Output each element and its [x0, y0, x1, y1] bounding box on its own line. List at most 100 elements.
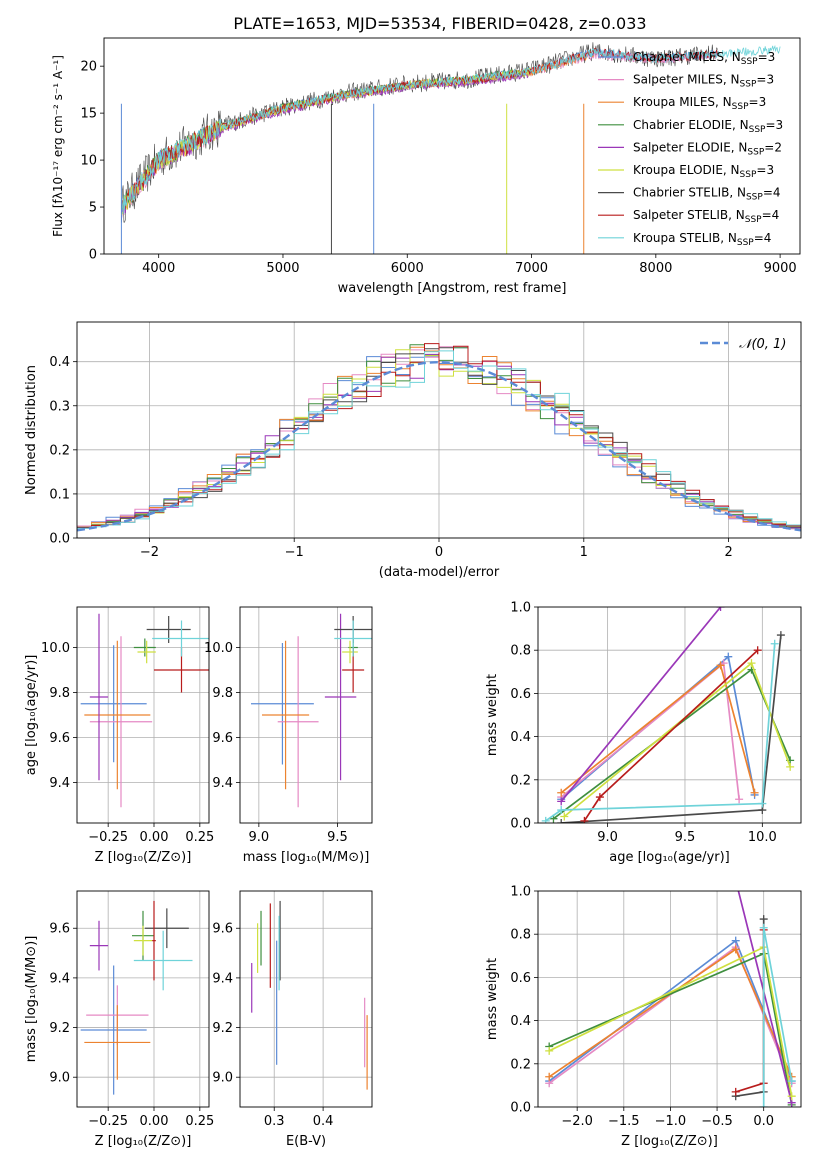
panel-1: 4000 5000 6000 7000 8000 9000 0 5 10 15 20 waveleng… [51, 37, 801, 296]
y-tick-label: 0.4 [510, 730, 531, 745]
y-tick-label: 10.0 [41, 641, 70, 656]
y-tick-label: 0.0 [49, 532, 70, 547]
x-tick-label: 10.0 [748, 830, 777, 845]
y-tick-label: 9.6 [212, 731, 233, 746]
y-axis-label: mass [log₁₀(M/M⊙)] [24, 936, 39, 1063]
legend-tail: =3 [758, 50, 776, 64]
y-tick-label: 0.2 [510, 773, 531, 788]
weight-line [560, 661, 740, 800]
y-tick-label: 9.4 [49, 776, 70, 791]
y-tick-label: 0.1 [49, 487, 70, 502]
weight-marker [557, 797, 566, 806]
axes-frame [537, 890, 802, 1108]
x-tick-label: 1 [580, 545, 588, 560]
axes-frame [76, 321, 802, 539]
legend: 𝒩(0, 1) [700, 337, 786, 352]
y-tick-label: 15 [80, 107, 97, 122]
y-tick-label: 1.0 [510, 885, 531, 900]
spectrum-line [121, 69, 532, 219]
x-axis-label: E(B-V) [286, 1134, 326, 1149]
x-tick-label: 8000 [639, 261, 672, 276]
y-axis-label: Flux [fλ10⁻¹⁷ erg cm⁻² s⁻¹ A⁻¹] [51, 55, 65, 237]
legend-entry: Kroupa MILES, NSSP=3 [633, 95, 766, 112]
plot-area [538, 891, 801, 1107]
weight-marker [759, 1103, 768, 1107]
histogram-step [77, 350, 801, 529]
weight-marker [750, 788, 759, 797]
y-tick-label: 9.4 [212, 776, 233, 791]
panel-4: 9.0 9.5 9.4 9.6 9.8 10.0 mass [log₁₀(M/M⊙)] [204, 606, 373, 865]
weight-marker [580, 816, 589, 823]
weight-line [545, 643, 776, 822]
legend-tail: =4 [763, 186, 781, 200]
legend-entry: Kroupa ELODIE, NSSP=3 [633, 163, 774, 180]
axes-frame [537, 606, 802, 824]
legend-tail: =4 [754, 231, 772, 245]
weight-marker [731, 1087, 740, 1096]
y-tick-label: 0.4 [510, 1014, 531, 1029]
legend-subscript: SSP [740, 80, 757, 90]
x-tick-label: −0.5 [701, 1114, 733, 1129]
plot-area [77, 607, 209, 823]
weight-marker [758, 799, 767, 808]
legend-entry: Chabrier ELODIE, NSSP=3 [633, 118, 783, 135]
x-tick-label: −0.25 [88, 830, 128, 845]
x-axis-label: Z [log₁₀(Z/Z⊙)] [621, 1134, 718, 1149]
x-tick-label: 9.0 [597, 830, 618, 845]
x-axis-label: Z [log₁₀(Z/Z⊙)] [95, 1134, 192, 1149]
x-tick-label: 0 [435, 545, 443, 560]
y-tick-label: 0.0 [510, 1101, 531, 1116]
y-tick-label: 5 [89, 201, 97, 216]
x-tick-label: −2 [140, 545, 159, 560]
legend-entry: Salpeter ELODIE, NSSP=2 [633, 140, 782, 157]
weight-marker [716, 661, 725, 670]
weight-line [563, 661, 791, 818]
weight-marker [735, 795, 744, 804]
y-tick-label: 1.0 [510, 601, 531, 616]
weight-marker [731, 945, 740, 954]
weight-marker [770, 639, 779, 648]
weight-marker [545, 1046, 554, 1055]
y-axis-label: mass weight [485, 674, 500, 756]
y-tick-label: 0.6 [510, 971, 531, 986]
weight-line [560, 607, 722, 802]
legend-tail: =2 [764, 140, 782, 154]
y-tick-label: 0.2 [510, 1057, 531, 1072]
spectrum-line [121, 44, 781, 215]
legend-tail: =3 [756, 73, 774, 87]
y-tick-label: 0.4 [49, 355, 70, 370]
axes-frame [76, 606, 210, 824]
spectrum-line [121, 50, 595, 213]
weight-marker [759, 915, 768, 924]
x-tick-label: 0.25 [185, 1114, 214, 1129]
y-tick-label: 10 [80, 154, 97, 169]
x-tick-label: −1.0 [655, 1114, 687, 1129]
legend-subscript: SSP [737, 238, 754, 248]
y-tick-label: 0.2 [49, 443, 70, 458]
y-tick-label: 9.2 [212, 1021, 233, 1036]
legend-subscript: SSP [740, 170, 757, 180]
figure-title: PLATE=1653, MJD=53534, FIBERID=0428, z=0… [233, 14, 646, 33]
x-axis-label: (data-model)/error [379, 565, 500, 580]
weight-marker [541, 816, 550, 823]
y-tick-label: 10.0 [204, 641, 233, 656]
legend-tail: =4 [762, 208, 780, 222]
weight-marker [787, 1077, 796, 1086]
axes-frame [76, 890, 210, 1108]
x-tick-label: 0.0 [753, 1114, 774, 1129]
legend: Chabrier MILES, NSSP=3 Salpeter MILES, NS… [598, 50, 783, 248]
panel-3: −0.25 0.00 0.25 9.4 9.6 9.8 10.0 Z [log₁₀(Z/Z⊙)… [24, 606, 214, 865]
legend-subscript: SSP [747, 147, 764, 157]
y-tick-label: 9.6 [212, 922, 233, 937]
x-tick-label: 0.25 [185, 830, 214, 845]
y-tick-label: 0.3 [49, 399, 70, 414]
weight-marker [595, 793, 604, 802]
y-tick-label: 0 [89, 248, 97, 263]
weight-marker [557, 819, 566, 823]
x-axis-label: wavelength [Angstrom, rest frame] [338, 281, 567, 296]
x-tick-label: 9.0 [249, 830, 270, 845]
weight-marker [787, 1092, 796, 1101]
x-tick-label: 7000 [515, 261, 548, 276]
legend-tail: =3 [765, 118, 783, 132]
plot-area [240, 607, 372, 823]
